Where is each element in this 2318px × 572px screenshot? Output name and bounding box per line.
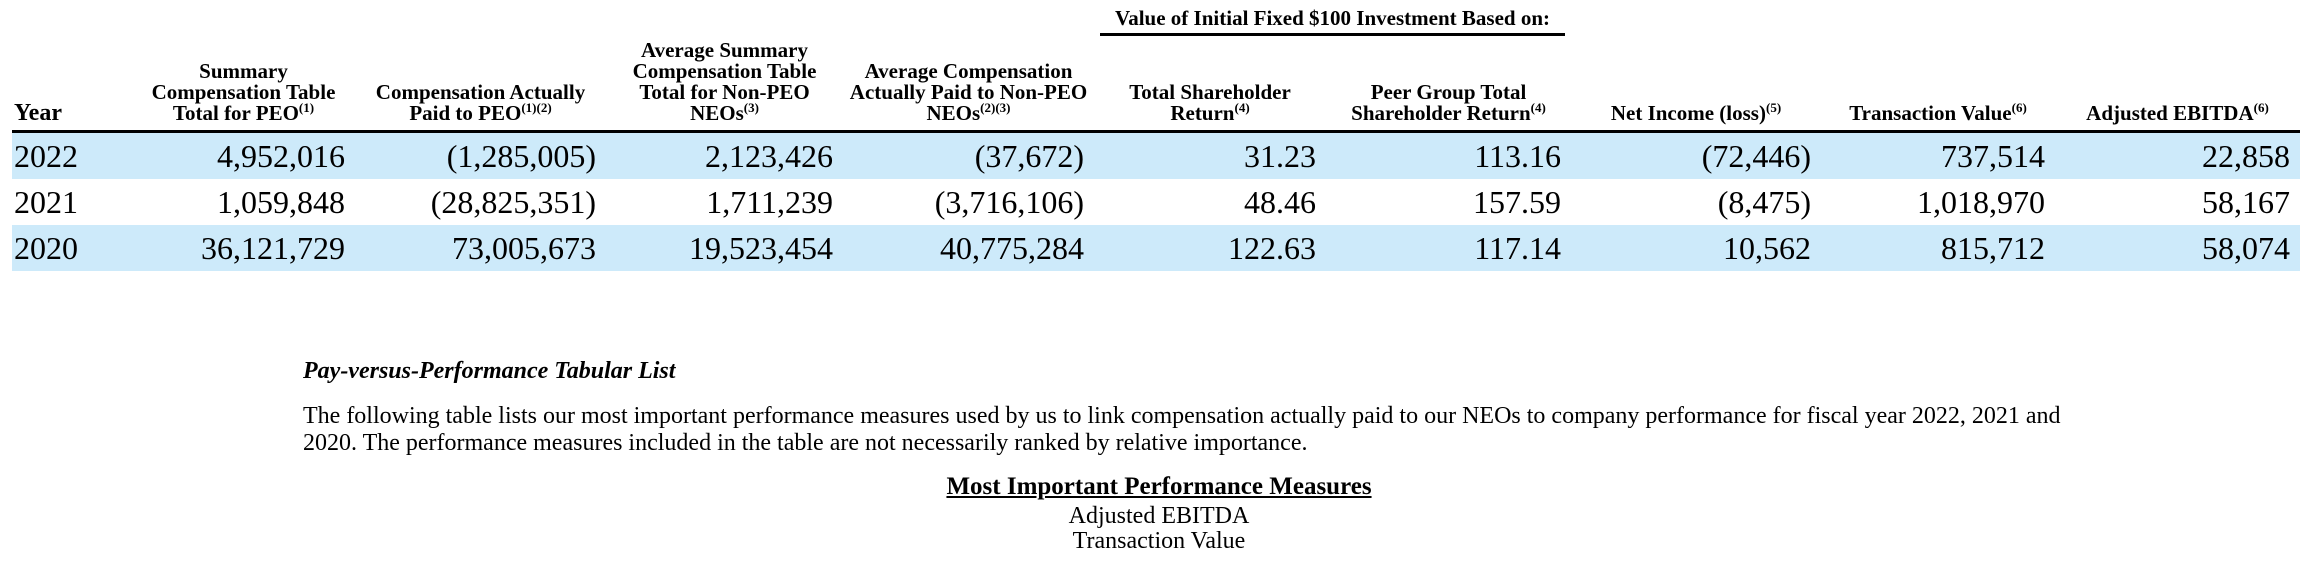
header-row: Year Summary Compensation Table Total for…: [12, 38, 2300, 133]
column-header: Peer Group Total Shareholder Return(4): [1326, 40, 1571, 133]
value-cell: (8,475): [1717, 183, 1811, 220]
pvp-table: Value of Initial Fixed $100 Investment B…: [12, 8, 2300, 271]
table-row: 2021 1,059,848 (28,825,351) 1,711,239 (3,716…: [12, 179, 2300, 225]
column-header: Summary Compensation Table Total for PEO…: [132, 40, 355, 133]
value-cell: 19,523,454: [606, 225, 843, 271]
column-header-text: Compensation Actually Paid to PEO: [375, 80, 586, 125]
value-cell: (3,716,106): [934, 183, 1084, 220]
value-cell: 40,775,284: [843, 225, 1094, 271]
column-header: Average Summary Compensation Table Total…: [606, 38, 843, 133]
header-spacer: [843, 8, 1094, 40]
value-cell: 58,074: [2055, 225, 2300, 271]
footnote-ref: (2)(3): [980, 100, 1011, 115]
footnote-ref: (1)(2): [521, 100, 552, 115]
value-cell: (72,446): [1571, 131, 1821, 179]
group-header: Value of Initial Fixed $100 Investment B…: [1094, 8, 1571, 40]
value-cell: 4,952,016: [132, 131, 355, 179]
footnote-ref: (1): [298, 100, 315, 115]
value-cell: 122.63: [1094, 225, 1326, 271]
value-cell: 1,711,239: [706, 183, 833, 220]
header-spacer: [2055, 8, 2300, 40]
header-spacer: [132, 8, 355, 40]
value-cell: 22,858: [2055, 131, 2300, 179]
section-title: Pay-versus-Performance Tabular List: [303, 358, 676, 384]
value-cell: 73,005,673: [355, 225, 606, 271]
value-cell: 1,059,848: [217, 183, 345, 220]
column-header-text: Adjusted EBITDA: [2086, 101, 2254, 125]
value-cell: 31.23: [1094, 131, 1326, 179]
value-cell: 1,018,970: [1917, 183, 2045, 220]
year-cell: 2022: [12, 131, 132, 179]
value-cell: (1,285,005): [355, 131, 606, 179]
column-header-text: Peer Group Total Shareholder Return: [1351, 80, 1531, 125]
value-cell: 815,712: [1821, 225, 2055, 271]
value-cell: 58,167: [2202, 183, 2290, 220]
column-header-text: Year: [14, 100, 62, 126]
table-header: Value of Initial Fixed $100 Investment B…: [12, 8, 2300, 133]
value-cell: 36,121,729: [132, 225, 355, 271]
column-header: Total Shareholder Return(4): [1094, 40, 1326, 133]
footnote-ref: (6): [2253, 100, 2269, 115]
header-spacer: [606, 8, 843, 40]
value-cell: (28,825,351): [430, 183, 596, 220]
footnote-ref: (5): [1765, 100, 1782, 115]
column-header: Transaction Value(6): [1821, 40, 2055, 133]
value-cell: (37,672): [843, 131, 1094, 179]
header-spacer: [355, 8, 606, 40]
paragraph: The following table lists our most impor…: [303, 403, 2061, 456]
value-cell: 48.46: [1244, 183, 1316, 220]
column-header: Compensation Actually Paid to PEO(1)(2): [355, 40, 606, 133]
value-cell: 737,514: [1821, 131, 2055, 179]
column-header-text: Transaction Value: [1849, 101, 2012, 125]
year-cell: 2020: [12, 225, 132, 271]
header-spacer: [12, 8, 132, 40]
table-row: 2020 36,121,729 73,005,673 19,523,454 40,775…: [12, 225, 2300, 271]
column-header-text: Average Compensation Actually Paid to No…: [849, 59, 1088, 125]
column-header-text: Net Income (loss): [1610, 101, 1766, 125]
footnote-ref: (3): [743, 100, 759, 115]
value-cell: 113.16: [1326, 131, 1571, 179]
column-header: Adjusted EBITDA(6): [2055, 40, 2300, 133]
measure-item: Transaction Value: [1072, 528, 1246, 554]
measure-item: Adjusted EBITDA: [1068, 503, 1250, 529]
group-header-row: Value of Initial Fixed $100 Investment B…: [12, 8, 2300, 40]
table-row: 2022 4,952,016 (1,285,005) 2,123,426 (37,672…: [12, 131, 2300, 179]
header-spacer: [1821, 8, 2055, 40]
column-header-text: Summary Compensation Table Total for PEO: [151, 59, 336, 125]
column-header: Average Compensation Actually Paid to No…: [843, 40, 1094, 133]
value-cell: 10,562: [1571, 225, 1821, 271]
header-spacer: [1571, 8, 1821, 40]
value-cell: 2,123,426: [606, 131, 843, 179]
value-cell: 157.59: [1473, 183, 1561, 220]
group-header-text: Value of Initial Fixed $100 Investment B…: [1100, 8, 1565, 36]
year-cell: 2021: [14, 183, 78, 220]
measures-title: Most Important Performance Measures: [946, 473, 1372, 500]
value-cell: 117.14: [1326, 225, 1571, 271]
column-header-text: Total Shareholder Return: [1129, 80, 1291, 125]
column-header: Year: [12, 40, 132, 133]
table-body: 2022 4,952,016 (1,285,005) 2,123,426 (37,672…: [12, 131, 2300, 271]
footnote-ref: (4): [1234, 100, 1250, 115]
column-header-text: Average Summary Compensation Table Total…: [632, 38, 817, 125]
footnote-ref: (6): [2011, 100, 2027, 115]
footnote-ref: (4): [1530, 100, 1546, 115]
column-header: Net Income (loss)(5): [1571, 40, 1821, 133]
